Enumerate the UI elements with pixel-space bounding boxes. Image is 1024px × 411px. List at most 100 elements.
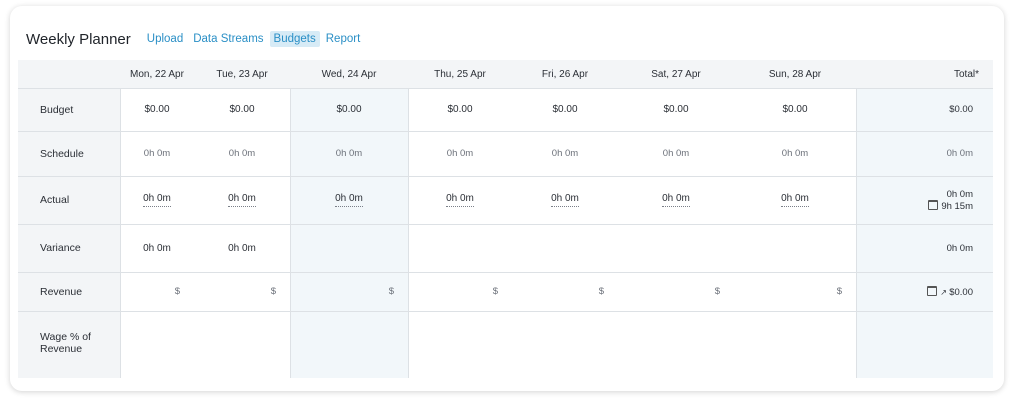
grid-line: [18, 88, 993, 89]
row-label-text: Wage % of Revenue: [40, 331, 91, 355]
variance-cell[interactable]: 0h 0m: [194, 224, 290, 272]
actual-cell[interactable]: 0h 0m: [618, 176, 734, 224]
row-label-schedule: Schedule: [18, 131, 120, 176]
schedule-value: 0h 0m: [781, 148, 809, 159]
column-header: Mon, 22 Apr: [120, 60, 194, 88]
column-header-label: Thu, 25 Apr: [434, 68, 486, 80]
revenue-value: $: [714, 286, 720, 297]
schedule-value: 0h 0m: [662, 148, 690, 159]
schedule-cell[interactable]: 0h 0m: [290, 131, 408, 176]
actual-cell[interactable]: 0h 0m: [290, 176, 408, 224]
budget-value: $0.00: [336, 104, 362, 115]
schedule-cell[interactable]: 0h 0m: [194, 131, 290, 176]
column-header: Tue, 23 Apr: [194, 60, 290, 88]
variance-value: 0h 0m: [143, 242, 171, 254]
actual-cell[interactable]: 0h 0m: [512, 176, 618, 224]
trend-icon: ↗: [940, 287, 950, 297]
row-label-actual: Actual: [18, 176, 120, 224]
grid-line: [18, 272, 993, 273]
column-header-label: Sun, 28 Apr: [768, 68, 822, 80]
column-header-label: Wed, 24 Apr: [321, 68, 377, 80]
grid-line: [290, 88, 291, 378]
column-header-label: Tue, 23 Apr: [216, 68, 268, 80]
budget-cell[interactable]: $0.00: [512, 88, 618, 131]
schedule-value: 0h 0m: [446, 148, 474, 159]
revenue-cell[interactable]: $: [194, 272, 290, 311]
column-header: Fri, 26 Apr: [512, 60, 618, 88]
highlight-column-bg: [856, 88, 993, 378]
budget-grid: Mon, 22 Apr Tue, 23 Apr Wed, 24 Apr Thu, 25…: [18, 60, 993, 378]
grid-line: [408, 88, 409, 378]
revenue-value: $: [836, 286, 842, 297]
schedule-value: 0h 0m: [335, 148, 363, 159]
column-header-label: Sat, 27 Apr: [651, 68, 701, 80]
column-header: Sat, 27 Apr: [618, 60, 734, 88]
actual-value: 0h 0m: [335, 193, 363, 207]
budget-value: $0.00: [144, 104, 170, 115]
budget-total-value: $0.00: [949, 104, 973, 115]
row-label-revenue: Revenue: [18, 272, 120, 311]
budget-value: $0.00: [229, 104, 255, 115]
revenue-cell[interactable]: $: [512, 272, 618, 311]
grid-line: [120, 88, 121, 378]
variance-total-value: 0h 0m: [946, 242, 973, 254]
row-label-text: Schedule: [40, 147, 84, 160]
actual-value: 0h 0m: [551, 193, 579, 207]
revenue-total-value: $0.00: [949, 286, 973, 298]
grid-line: [18, 224, 993, 225]
column-header-label: Fri, 26 Apr: [541, 68, 589, 80]
budget-cell[interactable]: $0.00: [618, 88, 734, 131]
tab-data-streams[interactable]: Data Streams: [193, 33, 264, 45]
tab-report[interactable]: Report: [325, 33, 361, 45]
schedule-total-value: 0h 0m: [946, 148, 973, 159]
budget-value: $0.00: [447, 104, 473, 115]
calendar-icon: [928, 199, 939, 210]
budget-value: $0.00: [552, 104, 578, 115]
tab-upload[interactable]: Upload: [146, 33, 184, 45]
actual-total-value: 0h 0m: [946, 188, 973, 200]
column-header: Wed, 24 Apr: [290, 60, 408, 88]
revenue-value: $: [388, 286, 394, 297]
grid-line: [18, 176, 993, 177]
column-header-label: Total*: [953, 68, 979, 80]
highlight-column-bg: [290, 88, 408, 378]
schedule-cell[interactable]: 0h 0m: [618, 131, 734, 176]
actual-cell[interactable]: 0h 0m: [408, 176, 512, 224]
schedule-value: 0h 0m: [228, 148, 256, 159]
revenue-cell[interactable]: $: [734, 272, 856, 311]
schedule-cell[interactable]: 0h 0m: [734, 131, 856, 176]
revenue-value: $: [174, 286, 180, 297]
revenue-cell[interactable]: $: [120, 272, 194, 311]
page-title: Weekly Planner: [26, 30, 131, 48]
revenue-cell[interactable]: $: [408, 272, 512, 311]
actual-cell[interactable]: 0h 0m: [734, 176, 856, 224]
budget-cell[interactable]: $0.00: [734, 88, 856, 131]
row-label-text: Revenue: [40, 285, 83, 298]
tab-budgets[interactable]: Budgets: [269, 31, 320, 47]
row-label-variance: Variance: [18, 224, 120, 272]
schedule-cell[interactable]: 0h 0m: [408, 131, 512, 176]
revenue-cell[interactable]: $: [618, 272, 734, 311]
variance-total-cell: 0h 0m: [856, 224, 993, 272]
revenue-total-cell: ↗ $0.00: [856, 272, 993, 311]
schedule-cell[interactable]: 0h 0m: [120, 131, 194, 176]
actual-cell[interactable]: 0h 0m: [194, 176, 290, 224]
actual-total-secondary: 9h 15m: [928, 199, 973, 212]
actual-value: 0h 0m: [228, 193, 256, 207]
budget-cell[interactable]: $0.00: [120, 88, 194, 131]
budget-cell[interactable]: $0.00: [408, 88, 512, 131]
revenue-cell[interactable]: $: [290, 272, 408, 311]
variance-value: 0h 0m: [228, 242, 256, 254]
variance-cell[interactable]: 0h 0m: [120, 224, 194, 272]
budget-cell[interactable]: $0.00: [290, 88, 408, 131]
column-header: Thu, 25 Apr: [408, 60, 512, 88]
schedule-value: 0h 0m: [551, 148, 579, 159]
actual-cell[interactable]: 0h 0m: [120, 176, 194, 224]
actual-value: 0h 0m: [781, 193, 809, 207]
schedule-cell[interactable]: 0h 0m: [512, 131, 618, 176]
budget-cell[interactable]: $0.00: [194, 88, 290, 131]
budget-total-cell: $0.00: [856, 88, 993, 131]
actual-value: 0h 0m: [446, 193, 474, 207]
row-label-budget: Budget: [18, 88, 120, 131]
grid-line: [856, 88, 857, 378]
